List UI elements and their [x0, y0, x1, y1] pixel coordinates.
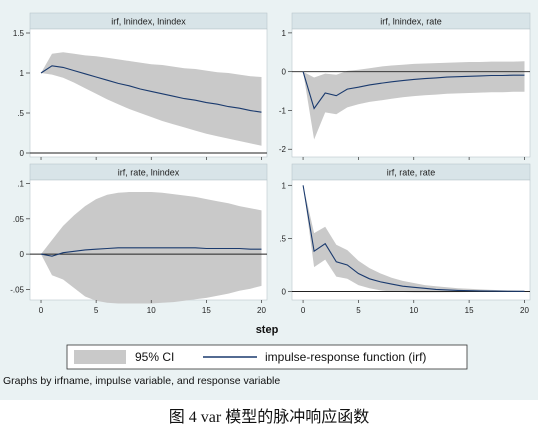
legend-ci-label: 95% CI	[135, 350, 174, 364]
panel-4-ci-band	[303, 185, 525, 293]
panel-3-ytick-label: .1	[17, 180, 24, 189]
panel-4-title: irf, rate, rate	[387, 168, 436, 178]
panel-4-irf-line	[302, 185, 525, 292]
panel-1-group: irf, lnindex, lnindex 0 .5 1 1.5	[13, 12, 268, 160]
panel-3-xtick-label: 10	[147, 306, 156, 315]
panel-2-ytick-label: 1	[282, 29, 287, 38]
panel-4-xtick-label: 15	[465, 306, 474, 315]
panel-1-ytick-label: 0	[20, 149, 25, 158]
panel-3-ytick-label: .05	[13, 215, 25, 224]
panel-1-ytick-label: .5	[17, 109, 24, 118]
panel-3-xtick-label: 0	[39, 306, 44, 315]
panel-3-title: irf, rate, lnindex	[118, 168, 180, 178]
panel-4-xtick-label: 10	[409, 306, 418, 315]
figure-caption: 图 4 var 模型的脉冲响应函数	[168, 409, 370, 426]
panel-3-xtick-label: 20	[257, 306, 266, 315]
panel-1-ci-band	[41, 52, 262, 146]
panel-2-ytick-label: -1	[279, 106, 287, 115]
panel-4-ytick-label: 0	[282, 288, 287, 297]
legend-box	[66, 344, 468, 370]
panel-3-xtick-label: 15	[202, 306, 211, 315]
panel-2-group: irf, lnindex, rate -2 -1 0 1	[279, 12, 531, 160]
panel-3-ytick-label: -.05	[10, 285, 24, 294]
panel-3-xtick-label: 5	[94, 306, 99, 315]
panel-4-ytick-label: 1	[282, 181, 287, 190]
panel-4-ytick-label: .5	[279, 234, 286, 243]
panel-4-xtick-label: 20	[520, 306, 529, 315]
panel-3-irf-line	[40, 247, 262, 257]
panel-1-title: irf, lnindex, lnindex	[111, 17, 186, 27]
panel-2-irf-line	[302, 71, 525, 110]
graph-note: Graphs by irfname, impulse variable, and…	[3, 375, 281, 387]
panel-2-ytick-label: -2	[279, 145, 287, 154]
panel-2-ci-band	[303, 61, 525, 140]
x-axis-title: step	[256, 324, 279, 336]
panel-4-xtick-label: 5	[356, 306, 361, 315]
panel-2-ytick-label: 0	[282, 68, 287, 77]
panel-3-group: irf, rate, lnindex -.05 0 .05 .1 0 5 10 15 20	[10, 163, 268, 315]
legend-irf-label: impulse-response function (irf)	[265, 350, 426, 364]
panel-2-title: irf, lnindex, rate	[380, 17, 442, 27]
panel-3-ytick-label: 0	[20, 250, 25, 259]
panel-4-xtick-label: 0	[301, 306, 306, 315]
panel-1-irf-line	[40, 65, 262, 113]
legend-ci-swatch	[74, 350, 126, 364]
panel-1-ytick-label: 1.5	[13, 29, 25, 38]
panel-1-ytick-label: 1	[20, 69, 25, 78]
legend: 95% CI impulse-response function (irf)	[66, 344, 468, 370]
